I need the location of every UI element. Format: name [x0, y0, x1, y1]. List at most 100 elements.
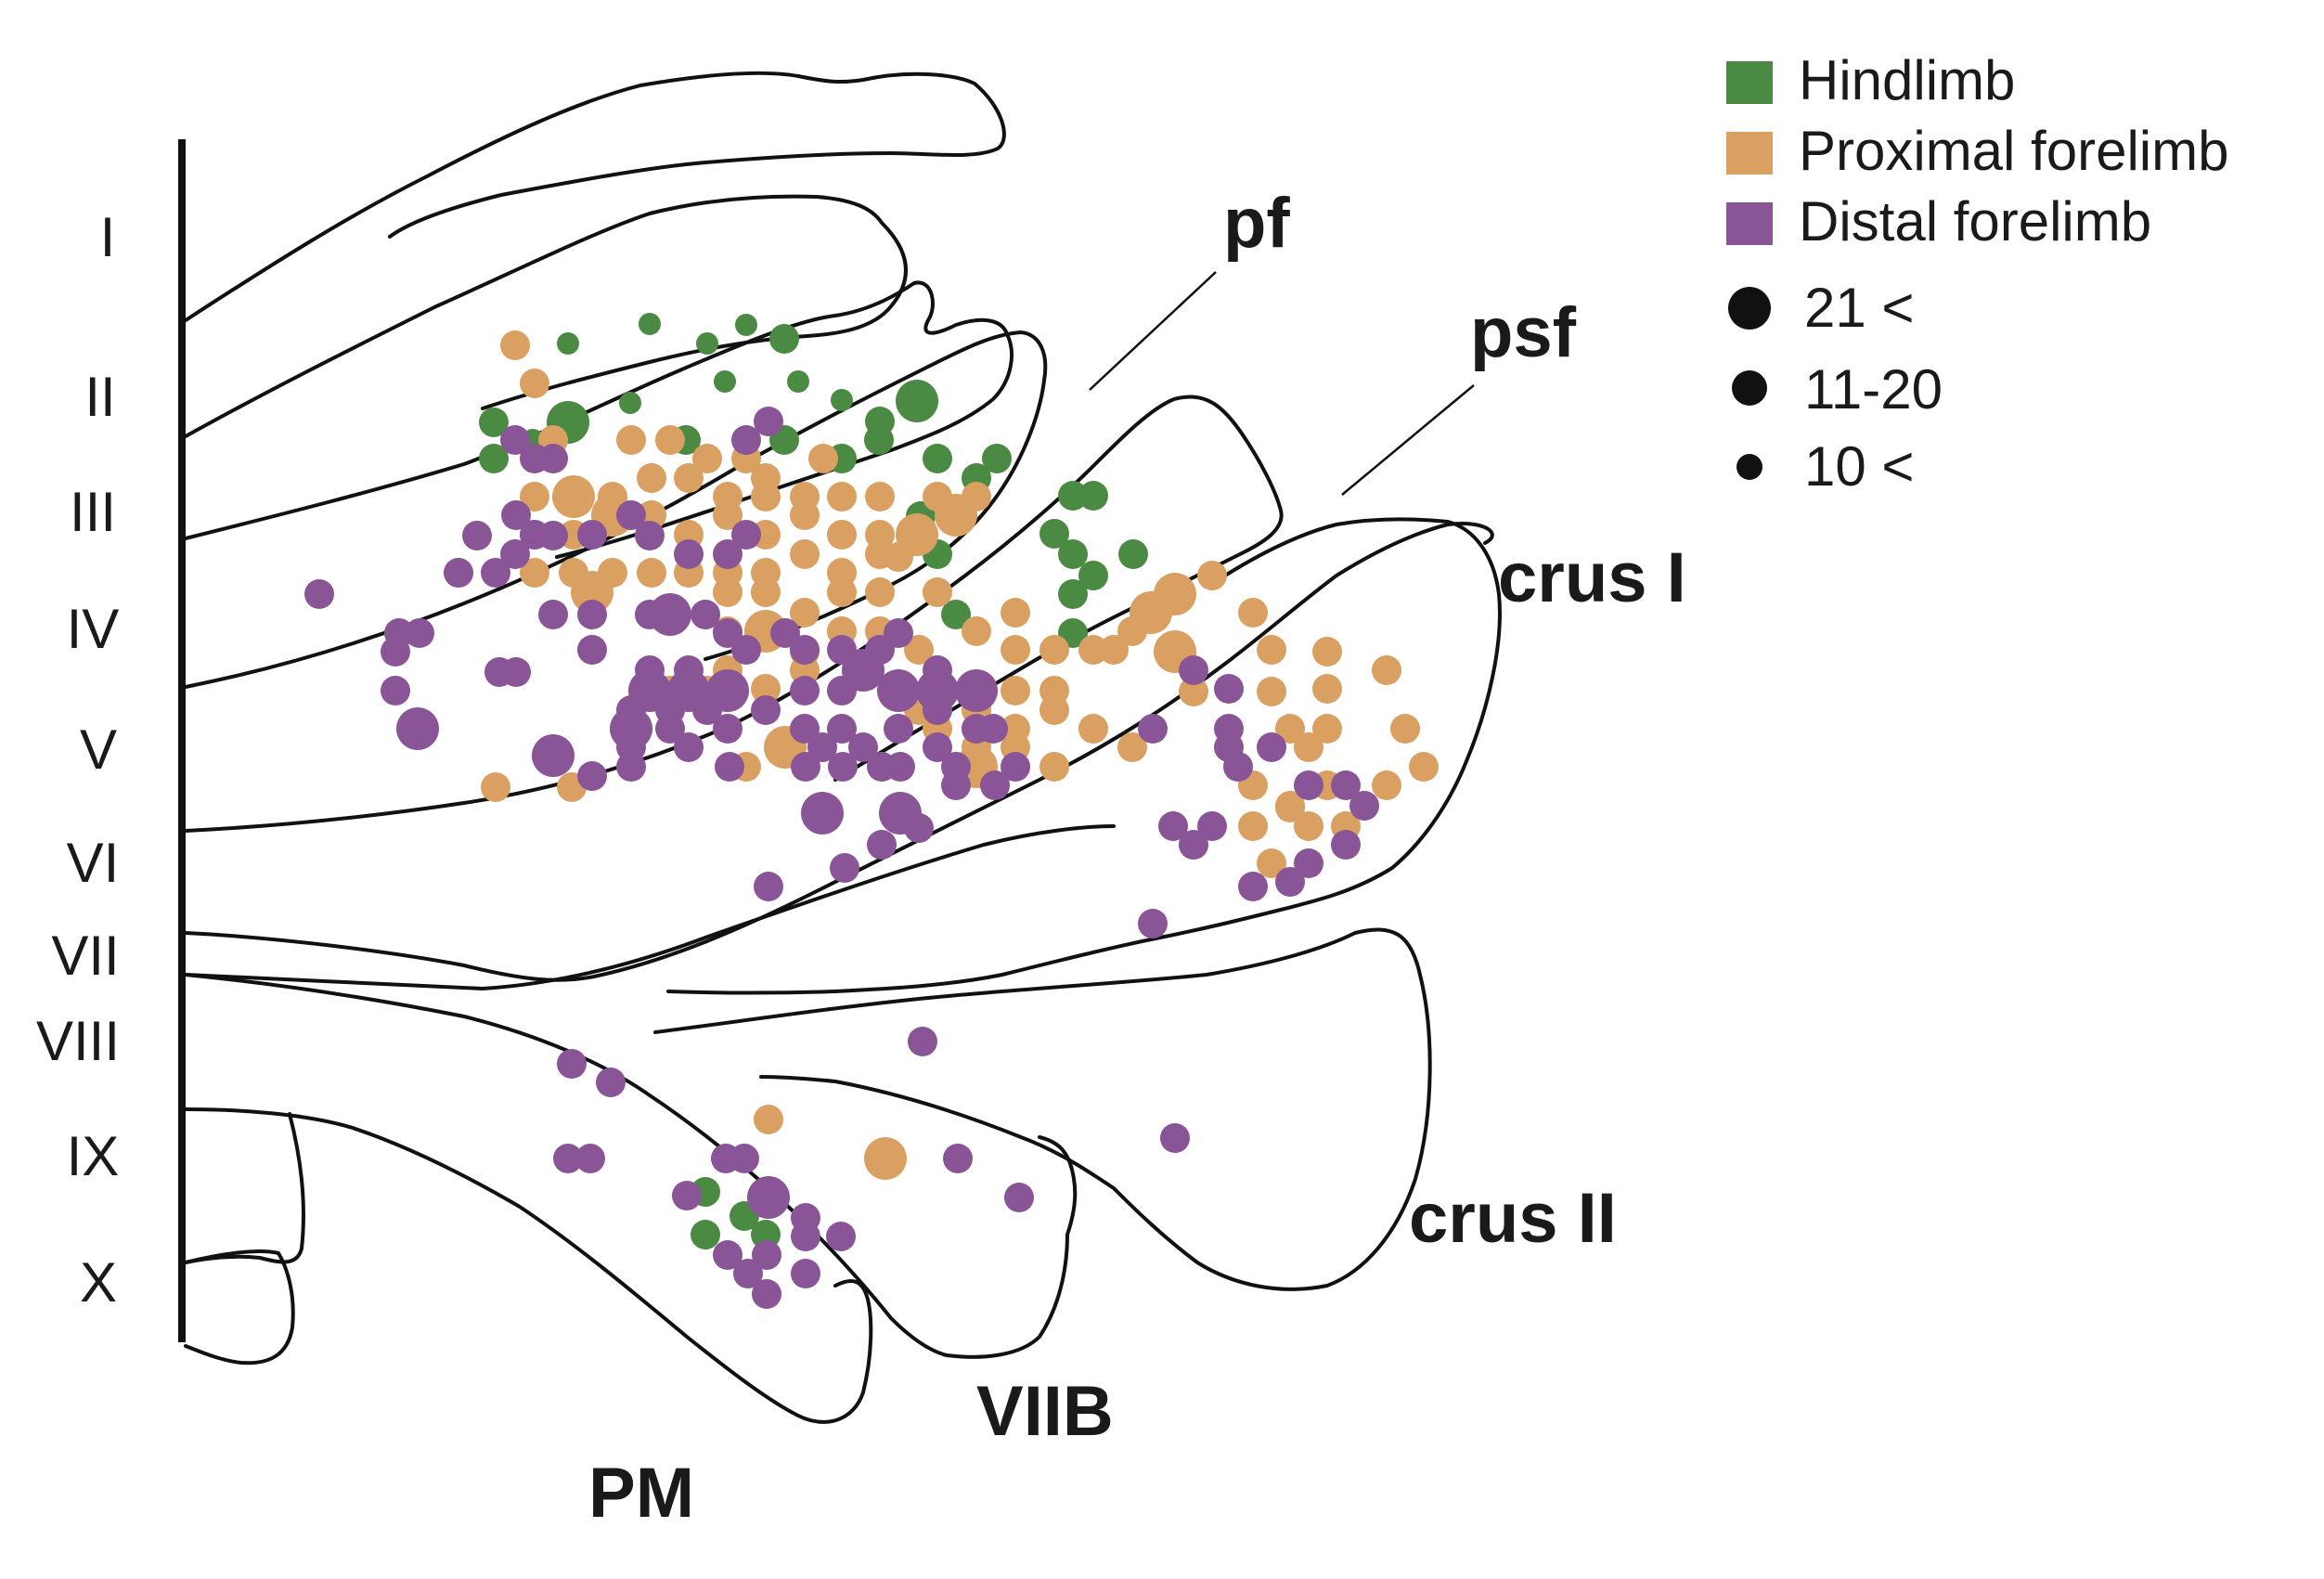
recording-site-distal: [754, 872, 783, 901]
recording-site-distal: [754, 407, 783, 436]
recording-site-distal: [520, 520, 549, 550]
recording-site-distal: [751, 695, 781, 725]
recording-site-distal: [1238, 872, 1268, 901]
lobule-VIII-PM-outline: [184, 973, 1069, 1359]
recording-site-distal: [672, 1181, 702, 1210]
legend-size-marker-large: [1728, 287, 1771, 330]
recording-site-proximal: [827, 577, 857, 607]
recording-site-distal: [553, 1144, 583, 1173]
lobule-label-VIII: VIII: [36, 1010, 120, 1072]
recording-site-distal: [877, 669, 920, 712]
recording-site-hindlimb: [831, 389, 853, 411]
recording-site-proximal: [552, 475, 595, 518]
region-label-pf: pf: [1223, 184, 1290, 263]
recording-site-proximal: [637, 463, 666, 493]
recording-site-distal: [752, 1240, 781, 1270]
recording-site-proximal: [1001, 598, 1030, 628]
recording-site-distal: [713, 1240, 742, 1270]
recording-site-distal: [692, 695, 722, 725]
recording-site-distal: [577, 520, 607, 550]
recording-site-distal: [501, 657, 531, 687]
recording-site-distal: [1331, 830, 1361, 860]
recording-site-distal: [791, 1259, 820, 1288]
recording-site-distal: [791, 752, 820, 782]
legend-label-hindlimb: Hindlimb: [1799, 49, 2015, 111]
recording-site-hindlimb: [696, 332, 718, 355]
recording-site-proximal: [1039, 635, 1069, 665]
recording-site-distal: [729, 1144, 759, 1173]
recording-site-distal: [733, 1259, 763, 1288]
recording-site-distal: [674, 732, 704, 762]
recording-site-distal: [752, 1279, 781, 1309]
recording-site-proximal: [1257, 677, 1286, 706]
recording-site-proximal: [692, 444, 722, 473]
region-label-viib: VIIB: [976, 1372, 1114, 1451]
psf-leader-line: [1341, 384, 1475, 496]
recording-site-hindlimb: [1058, 481, 1088, 511]
lobule-IX-inner-outline: [184, 1112, 305, 1264]
lobule-VII-VIII-outline: [184, 824, 1116, 990]
crus-I-outline: [666, 517, 1502, 995]
region-label-crus-i: crus I: [1498, 538, 1686, 617]
lobule-label-III: III: [70, 481, 116, 543]
recording-site-proximal: [520, 482, 549, 511]
recording-site-distal: [747, 1176, 790, 1219]
VIIB-outline: [1038, 1135, 1078, 1236]
legend: Hindlimb Proximal forelimb Distal foreli…: [1726, 49, 2228, 498]
recording-site-distal: [577, 635, 607, 665]
recording-site-hindlimb: [639, 313, 661, 335]
recording-site-distal: [501, 500, 531, 530]
recording-site-distal: [577, 600, 607, 629]
recording-site-proximal: [865, 577, 895, 607]
recording-site-distal: [1331, 770, 1361, 800]
lobule-label-IV: IV: [67, 598, 120, 660]
recording-site-proximal: [751, 577, 781, 607]
recording-site-distal: [731, 425, 761, 455]
recording-site-hindlimb: [691, 1220, 720, 1249]
recording-site-hindlimb: [479, 408, 509, 437]
recording-site-distal: [616, 500, 646, 530]
folium-IV-outline: [184, 330, 1048, 689]
recording-site-proximal: [790, 598, 820, 628]
legend-size-marker-small: [1737, 454, 1762, 480]
recording-site-proximal: [923, 577, 952, 607]
recording-site-hindlimb: [619, 392, 641, 414]
recording-site-distal: [596, 1068, 626, 1097]
lobule-X-outline: [184, 1249, 295, 1365]
recording-site-proximal: [896, 513, 938, 556]
recording-site-proximal: [674, 463, 704, 493]
recording-site-proximal: [935, 494, 977, 537]
pf-leader-line: [1089, 271, 1217, 391]
recording-site-distal: [801, 792, 844, 835]
recording-site-proximal: [481, 772, 510, 802]
recording-site-proximal: [754, 1105, 783, 1134]
recording-site-distal: [1294, 848, 1323, 878]
recording-site-proximal: [865, 482, 895, 511]
recording-site-distal: [713, 539, 742, 569]
recording-site-hindlimb: [1078, 481, 1108, 511]
recording-site-proximal: [1117, 732, 1147, 762]
recording-site-distal: [943, 1144, 973, 1173]
recording-site-proximal: [1312, 714, 1342, 744]
recording-site-proximal: [1275, 714, 1305, 744]
recording-site-distal: [1257, 732, 1286, 762]
recording-site-distal: [904, 813, 934, 843]
recording-site-distal: [396, 707, 439, 750]
recording-site-proximal: [571, 571, 613, 614]
recording-site-distal: [955, 669, 998, 712]
legend-swatch-proximal-forelimb: [1726, 132, 1773, 175]
recording-site-proximal: [500, 330, 530, 360]
recording-site-proximal: [1275, 791, 1305, 821]
recording-site-hindlimb: [1058, 579, 1088, 609]
recording-site-distal: [790, 635, 820, 665]
recording-site-distal: [980, 770, 1010, 800]
recording-site-hindlimb: [896, 380, 938, 422]
recording-site-distal: [674, 539, 704, 569]
recording-site-proximal: [1154, 573, 1196, 615]
recording-site-proximal: [1409, 752, 1439, 782]
recording-site-distal: [1160, 1123, 1190, 1153]
recording-site-proximal: [1099, 635, 1129, 665]
region-label-psf: psf: [1470, 293, 1577, 372]
crus-II-outline: [653, 927, 1432, 1291]
lobule-labels: I II III IV V VI VII VIII IX X: [36, 206, 120, 1314]
